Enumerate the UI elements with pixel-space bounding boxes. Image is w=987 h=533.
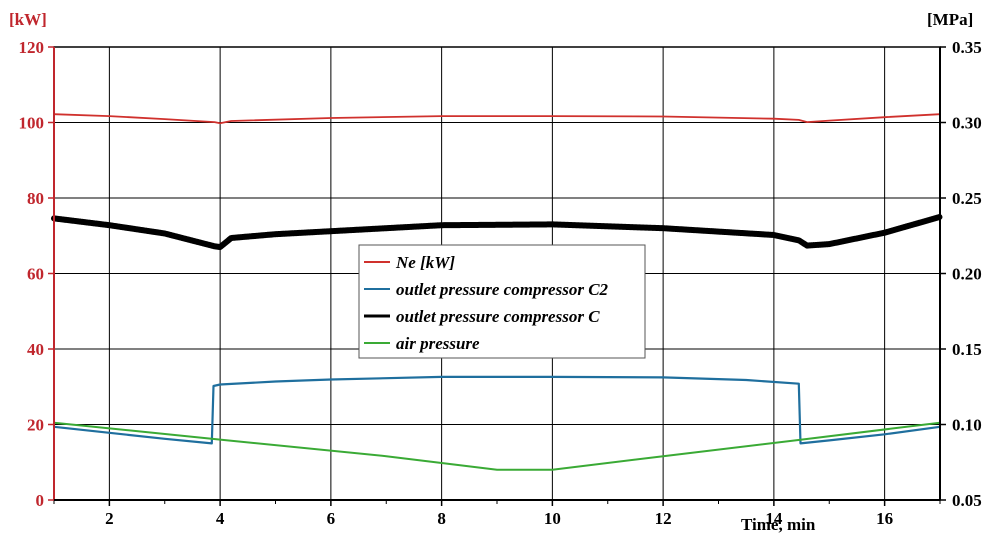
left-axis-unit: [kW] <box>9 10 47 29</box>
left-tick-label: 20 <box>27 416 44 435</box>
right-axis-unit: [MPa] <box>927 10 973 29</box>
left-tick-label: 40 <box>27 340 44 359</box>
x-axis-label: Time, min <box>741 515 816 533</box>
legend-box <box>358 244 646 359</box>
left-tick-label: 0 <box>36 491 45 510</box>
right-tick-label: 0.15 <box>952 340 982 359</box>
x-tick-label: 6 <box>327 509 336 528</box>
legend-label: outlet pressure compressor C <box>396 307 600 326</box>
left-tick-label: 100 <box>19 114 45 133</box>
right-tick-label: 0.35 <box>952 38 982 57</box>
series-line <box>53 421 941 471</box>
right-tick-label: 0.20 <box>952 265 982 284</box>
right-tick-label: 0.25 <box>952 189 982 208</box>
x-tick-label: 4 <box>216 509 225 528</box>
left-tick-label: 120 <box>19 38 45 57</box>
x-tick-label: 10 <box>544 509 561 528</box>
ticks: 2 4 6 8 10 12 14 16 0 20 40 60 80 100 120 0.05 0.10 0.15 0… <box>19 38 982 528</box>
x-tick-label: 16 <box>876 509 893 528</box>
x-tick-label: 12 <box>655 509 672 528</box>
x-tick-label: 14 <box>765 509 783 528</box>
left-tick-label: 60 <box>27 265 44 284</box>
series-lines <box>51 113 943 471</box>
legend-label: Ne [kW] <box>395 253 455 272</box>
x-tick-label: 2 <box>105 509 114 528</box>
series-line <box>51 213 943 251</box>
x-tick-label: 8 <box>437 509 446 528</box>
legend-label: air pressure <box>396 334 480 353</box>
legend-label: outlet pressure compressor C2 <box>396 280 609 299</box>
left-tick-label: 80 <box>27 189 44 208</box>
legend: Ne [kW] outlet pressure compressor C2 outl… <box>358 244 646 359</box>
right-tick-label: 0.05 <box>952 491 982 510</box>
series-line <box>53 113 941 125</box>
right-tick-label: 0.10 <box>952 416 982 435</box>
right-tick-label: 0.30 <box>952 114 982 133</box>
series-line <box>52 375 942 445</box>
